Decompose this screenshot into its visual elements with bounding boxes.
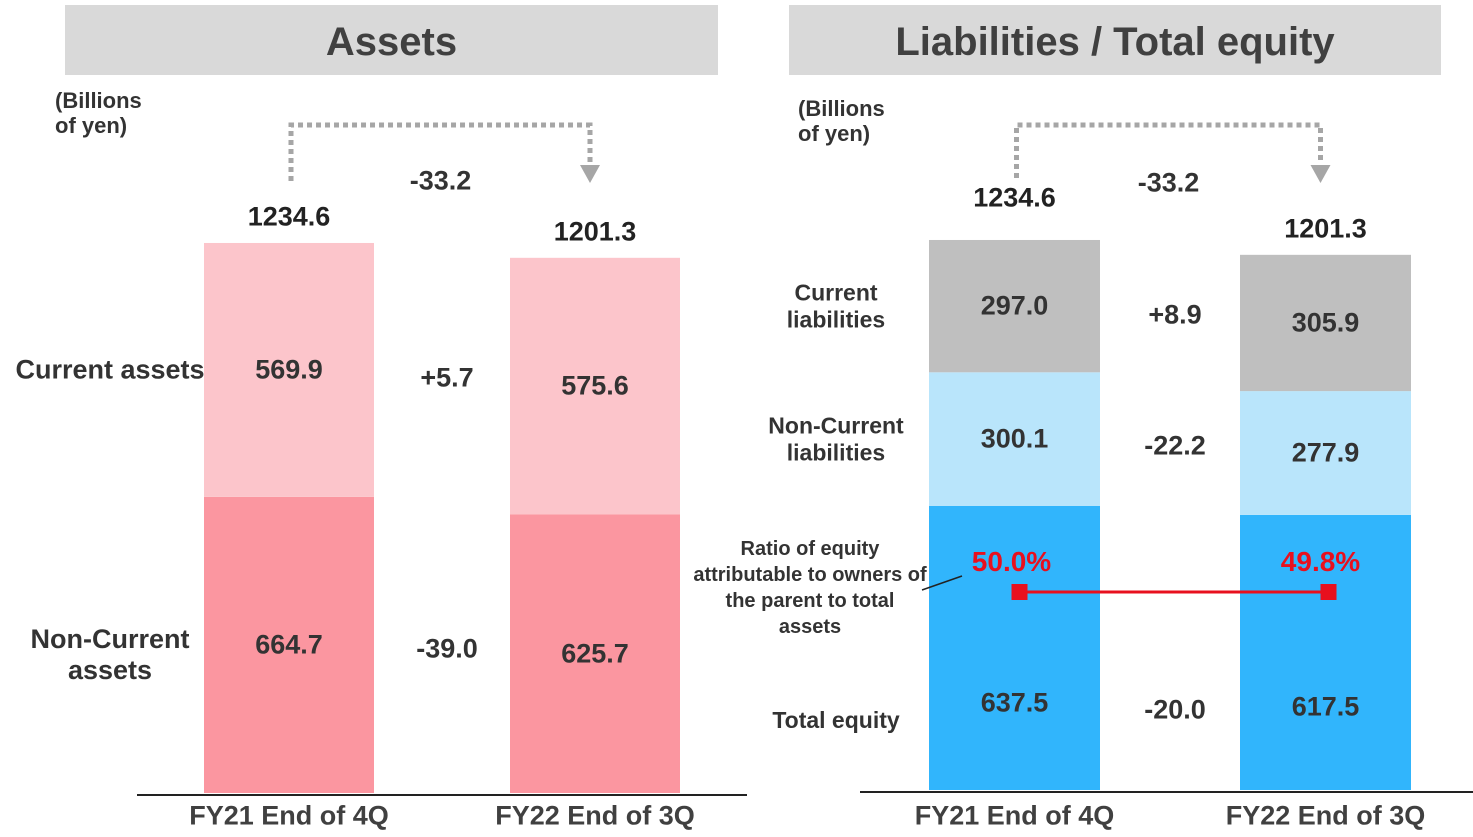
total-label: 1234.6 bbox=[973, 182, 1056, 213]
title-box bbox=[65, 5, 718, 75]
x-tick-label: FY22 End of 3Q bbox=[1225, 800, 1426, 831]
x-tick-label: FY21 End of 4Q bbox=[189, 800, 389, 831]
value-label: 617.5 bbox=[1291, 691, 1360, 722]
value-label: 575.6 bbox=[561, 370, 629, 401]
bar-segment bbox=[929, 505, 1100, 790]
bar-segment bbox=[1240, 254, 1411, 392]
value-label: 625.7 bbox=[561, 638, 629, 669]
change-label: +8.9 bbox=[1148, 299, 1202, 330]
value-label: 305.9 bbox=[1291, 307, 1360, 338]
series-label: Current assets bbox=[15, 354, 205, 385]
bar-segment bbox=[510, 257, 680, 515]
bar-segment bbox=[510, 514, 680, 793]
total-label: 1201.3 bbox=[553, 216, 637, 247]
change-label: -39.0 bbox=[416, 633, 478, 664]
arrow-head bbox=[580, 165, 600, 183]
ratio-label: 50.0% bbox=[971, 545, 1052, 577]
change-label: +5.7 bbox=[420, 362, 474, 393]
unit-label: (Billions of yen) bbox=[798, 96, 885, 147]
series-label: Non-Current liabilities bbox=[768, 412, 904, 466]
value-label: 637.5 bbox=[980, 687, 1049, 718]
chart-title: Liabilities / Total equity bbox=[895, 20, 1335, 64]
bar-segment bbox=[204, 242, 374, 497]
bar-segment bbox=[929, 239, 1100, 373]
value-label: 277.9 bbox=[1291, 437, 1360, 468]
ratio-marker bbox=[1320, 584, 1337, 600]
ratio-label: 49.8% bbox=[1280, 545, 1361, 577]
unit-label: (Billions of yen) bbox=[55, 88, 142, 139]
bar-segment bbox=[1240, 391, 1411, 515]
series-label: Total equity bbox=[772, 706, 900, 733]
change-bracket bbox=[288, 122, 593, 181]
series-label: Current liabilities bbox=[786, 279, 886, 333]
change-label: -22.2 bbox=[1144, 430, 1206, 461]
ratio-name: Ratio of equity attributable to owners o… bbox=[693, 538, 927, 638]
total-change-label: -33.2 bbox=[409, 165, 472, 196]
x-tick-label: FY21 End of 4Q bbox=[914, 800, 1115, 831]
x-tick-label: FY22 End of 3Q bbox=[495, 800, 695, 831]
value-label: 664.7 bbox=[255, 629, 323, 660]
value-label: 297.0 bbox=[980, 290, 1049, 321]
arrow-head bbox=[1310, 165, 1331, 183]
bar-segment bbox=[1240, 514, 1411, 790]
chart-title: Assets bbox=[325, 20, 458, 64]
value-label: 300.1 bbox=[980, 423, 1049, 454]
total-change-label: -33.2 bbox=[1137, 167, 1200, 198]
ratio-marker bbox=[1011, 584, 1028, 600]
title-box bbox=[789, 5, 1441, 75]
change-label: -20.0 bbox=[1144, 694, 1206, 725]
series-label: Non-Current assets bbox=[30, 623, 190, 685]
value-label: 569.9 bbox=[255, 354, 323, 385]
ratio-pointer bbox=[921, 575, 963, 591]
total-label: 1234.6 bbox=[247, 201, 331, 232]
total-label: 1201.3 bbox=[1284, 213, 1367, 244]
bar-segment bbox=[204, 496, 374, 793]
bar-segment bbox=[929, 372, 1100, 506]
